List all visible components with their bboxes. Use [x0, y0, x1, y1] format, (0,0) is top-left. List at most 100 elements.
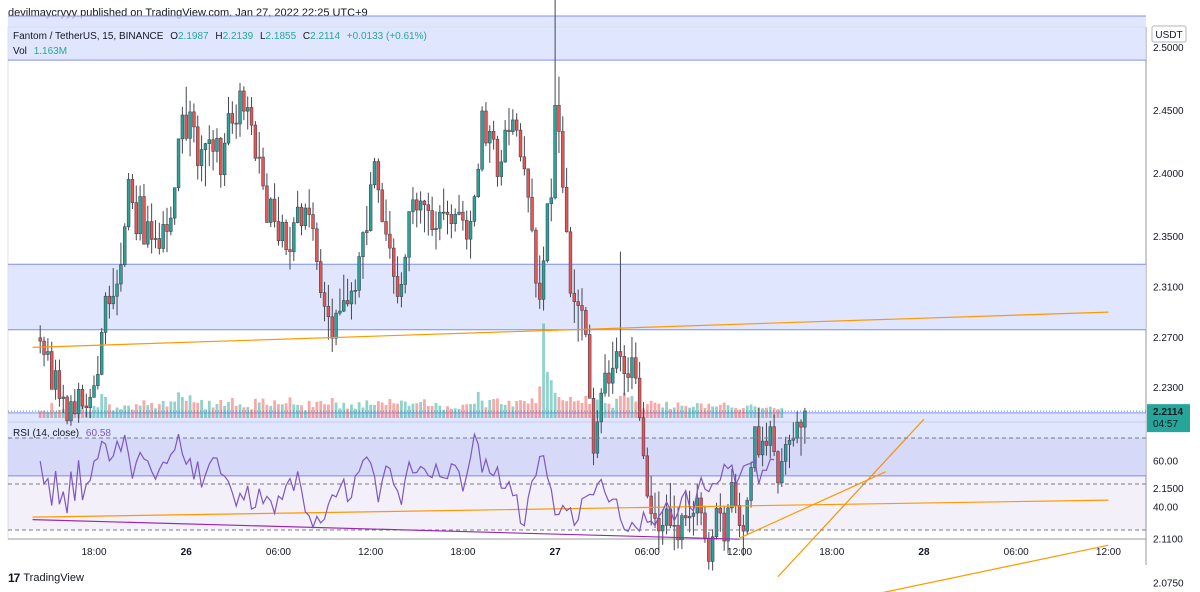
candle-body	[234, 122, 238, 125]
candle-body	[630, 357, 634, 378]
volume-bar	[192, 402, 196, 418]
candle-body	[349, 290, 354, 305]
volume-bar	[496, 398, 499, 418]
candle-body	[307, 207, 311, 215]
high-value: 2.2139	[223, 31, 254, 42]
candlesticks	[38, 0, 807, 571]
volume-bar	[426, 406, 430, 418]
volume-bar	[361, 407, 365, 418]
volume-bar	[119, 409, 123, 418]
volume-bar	[572, 401, 576, 418]
candle-body	[545, 203, 550, 262]
trendlines[interactable]	[8, 311, 1146, 592]
volume-bar	[353, 408, 357, 418]
candle-body	[65, 396, 69, 422]
time-tick: 18:00	[81, 547, 106, 558]
candle-body	[184, 114, 188, 139]
candle-body	[134, 202, 138, 235]
candle-body	[514, 119, 519, 131]
candle-body	[138, 196, 142, 235]
candle-body	[288, 249, 292, 252]
candle-body	[476, 168, 480, 197]
time-axis[interactable]: 18:00 26 06:00 12:00 18:00 27 06:00 12:00 18:00 2…	[81, 547, 1121, 558]
symbol-name[interactable]: Fantom / TetherUS, 15, BINANCE	[13, 31, 164, 42]
volume-bar	[730, 407, 734, 418]
volume-bar	[680, 405, 684, 418]
candle-body	[372, 161, 377, 186]
volume-bar	[376, 401, 380, 418]
price-axis[interactable]: USDT2.60002.55002.50002.45002.40002.3500…	[1147, 0, 1190, 590]
candle-body	[687, 516, 692, 519]
volume-bar	[184, 400, 188, 418]
volume-bar	[219, 399, 223, 418]
price-tick: 2.4000	[1153, 169, 1184, 180]
time-tick: 12:00	[358, 547, 383, 558]
volume-bar	[161, 400, 165, 418]
candle-body	[73, 401, 77, 415]
brand-name: TradingView	[23, 572, 84, 584]
candle-body	[518, 129, 523, 158]
candle-body	[680, 515, 684, 541]
time-tick: 18:00	[819, 547, 844, 558]
candle-body	[557, 105, 561, 132]
price-tick: 2.5000	[1153, 43, 1184, 54]
volume-bar	[115, 407, 119, 418]
candle-body	[338, 310, 342, 314]
zone-1	[8, 264, 1146, 330]
volume-bar	[453, 408, 457, 418]
candle-body	[119, 264, 123, 285]
candle-body	[149, 221, 154, 240]
candle-body	[760, 440, 765, 456]
volume-bar	[326, 404, 330, 418]
candle-body	[468, 221, 473, 240]
candle-body	[211, 139, 215, 152]
candle-body	[292, 222, 296, 252]
candle-body	[230, 113, 235, 124]
time-tick: 27	[550, 547, 562, 558]
volume-bar	[749, 404, 753, 418]
candle-body	[380, 189, 384, 222]
candle-body	[591, 397, 596, 454]
candle-body	[53, 370, 58, 390]
last-price-badge	[1147, 404, 1190, 433]
candle-body	[660, 524, 665, 532]
candle-body	[453, 214, 457, 224]
volume-bar	[707, 403, 711, 418]
volume-bar	[338, 408, 342, 418]
volume-bar	[465, 404, 469, 418]
candle-body	[637, 377, 642, 419]
candle-body	[319, 261, 323, 293]
candle-body	[361, 232, 365, 257]
volume-bar	[476, 391, 480, 418]
candle-body	[768, 426, 772, 446]
price-tick: 2.3100	[1153, 282, 1184, 293]
volume-bar	[446, 406, 449, 418]
price-trendline-1	[777, 418, 925, 578]
volume-bar	[741, 408, 745, 418]
candle-body	[126, 179, 131, 228]
volume-bar	[492, 399, 496, 418]
open-label: O	[170, 31, 178, 42]
volume-bar	[765, 407, 768, 418]
candle-body	[741, 525, 746, 532]
volume-bar	[438, 405, 442, 418]
price-tick: 2.1500	[1153, 484, 1184, 495]
candle-body	[188, 111, 192, 139]
candle-body	[295, 206, 300, 223]
volume-bar	[342, 402, 346, 418]
volume-bar	[323, 404, 326, 418]
volume-bar	[711, 406, 715, 418]
candle-body	[142, 196, 146, 245]
candle-body	[50, 351, 54, 390]
footer-branding: 17 TradingView	[8, 571, 84, 585]
candle-body	[599, 392, 603, 423]
volume-bar	[511, 406, 515, 418]
candle-body	[707, 538, 711, 562]
candle-body	[541, 260, 546, 300]
volume-bar	[303, 410, 307, 418]
volume-bar	[753, 406, 757, 418]
candle-body	[61, 396, 65, 399]
volume-bar	[553, 392, 557, 418]
volume-bar	[242, 407, 246, 418]
